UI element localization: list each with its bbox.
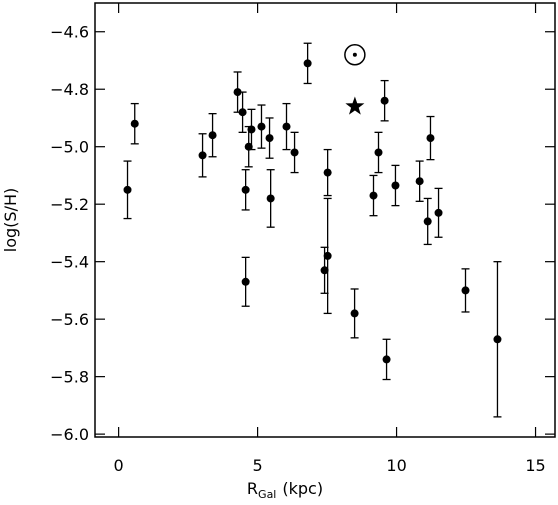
x-label-unit: (kpc) <box>282 479 323 498</box>
point <box>374 148 383 157</box>
x-label-main: R <box>247 479 258 498</box>
y-tick-label: −4.6 <box>50 23 89 42</box>
point <box>130 119 139 128</box>
y-axis-label: log(S/H) <box>1 188 20 252</box>
point <box>290 148 299 157</box>
y-tick-label: −5.8 <box>50 368 89 387</box>
point <box>208 131 217 140</box>
y-tick-label: −5.0 <box>50 138 89 157</box>
x-label-sub: Gal <box>258 488 276 501</box>
star-symbol <box>345 96 365 115</box>
point <box>423 217 432 226</box>
x-tick-label: 10 <box>386 456 406 475</box>
sun-symbol <box>344 43 366 66</box>
x-tick-label: 15 <box>525 456 545 475</box>
point <box>282 122 291 131</box>
point <box>434 208 443 217</box>
x-tick-label: 5 <box>253 456 263 475</box>
x-tick-label: 0 <box>114 456 124 475</box>
plot-frame <box>94 2 556 438</box>
point <box>426 134 435 143</box>
point <box>303 59 312 68</box>
point <box>244 142 253 151</box>
point <box>350 309 359 318</box>
y-tick-label: −6.0 <box>50 425 89 444</box>
point <box>380 96 389 105</box>
point <box>266 194 275 203</box>
y-tick-label: −5.6 <box>50 310 89 329</box>
point <box>493 335 502 344</box>
point <box>461 286 470 295</box>
point <box>415 177 424 186</box>
y-tick-label: −4.8 <box>50 80 89 99</box>
x-axis-label: RGal (kpc) <box>247 479 323 501</box>
y-tick-label: −5.2 <box>50 195 89 214</box>
point <box>323 168 332 177</box>
y-tick-label: −5.4 <box>50 253 89 272</box>
point <box>123 185 132 194</box>
point <box>320 266 329 275</box>
point <box>369 191 378 200</box>
sun-dot <box>352 52 357 57</box>
point <box>198 151 207 160</box>
point <box>382 355 391 364</box>
point <box>241 277 250 286</box>
point <box>247 125 256 134</box>
point <box>233 88 242 97</box>
point <box>323 251 332 260</box>
point <box>257 122 266 131</box>
point <box>238 108 247 117</box>
point <box>391 181 400 190</box>
point <box>241 185 250 194</box>
point <box>265 134 274 143</box>
